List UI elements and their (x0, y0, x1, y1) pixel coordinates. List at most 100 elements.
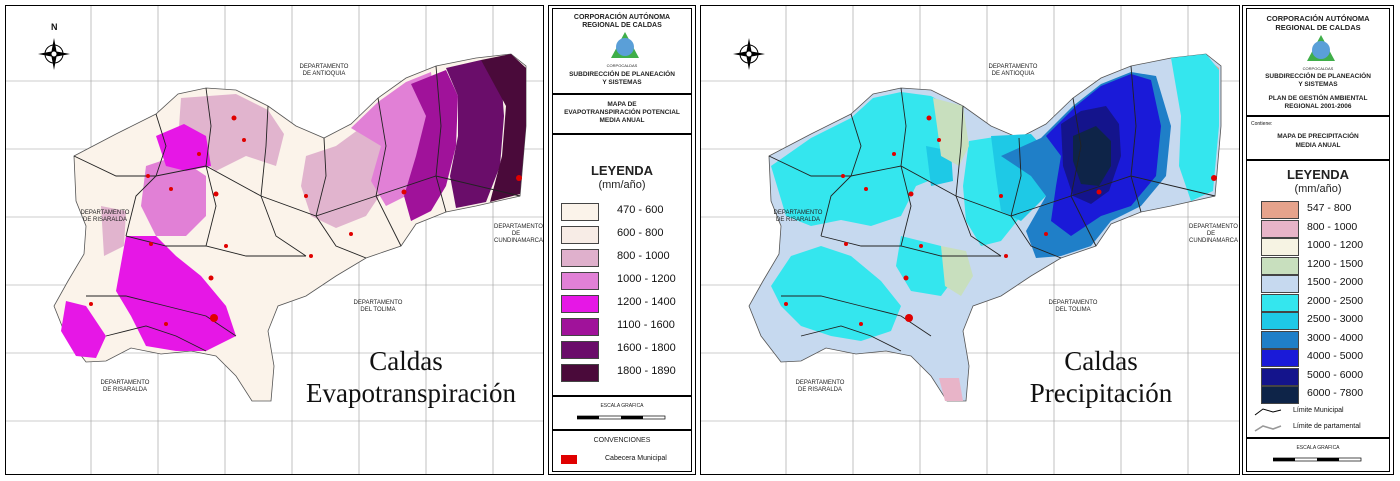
legend-item: 1200 - 1500 (1247, 256, 1389, 277)
legend-swatch (1261, 330, 1299, 349)
legend-label: 800 - 1000 (1307, 220, 1358, 233)
map-title-c: MEDIA ANUAL (599, 117, 645, 124)
legend-item: 1600 - 1800 (553, 341, 691, 361)
org-line2: REGIONAL DE CALDAS (1275, 23, 1361, 32)
legend-item: 2500 - 3000 (1247, 312, 1389, 332)
sub-line1: SUBDIRECCIÓN DE PLANEACIÓN (569, 71, 675, 78)
sub-line1: SUBDIRECCIÓN DE PLANEACIÓN (1265, 73, 1371, 80)
municipal-boundaries (768, 65, 1216, 352)
legend-title: LEYENDA (1286, 167, 1350, 182)
legend-label: 1600 - 1800 (617, 342, 676, 354)
legend-item: 5000 - 6000 (1247, 367, 1389, 388)
north-label: N (51, 22, 58, 32)
legend-item: 547 - 800 (1247, 201, 1389, 221)
map-title-line2: Evapotranspiración (306, 378, 516, 408)
title-box: Contiene: MAPA DE PRECIPITACIÓN MEDIA AN… (1246, 116, 1390, 160)
department-limit-line-icon (1254, 425, 1282, 432)
zone-800-1000 (101, 94, 401, 256)
evapotranspiration-map: N DEPARTAMENTO DE ANTIOQUIA DEPARTAMENTO… (5, 5, 544, 475)
zone-1200-1500 (933, 98, 973, 296)
legend-swatch (561, 364, 599, 382)
legend-item: 800 - 1000 (553, 249, 691, 269)
legend-item: 1000 - 1200 (553, 272, 691, 292)
legend-swatch (1261, 219, 1299, 238)
legend-swatch (1261, 256, 1299, 275)
legend-label: 2500 - 3000 (1307, 313, 1364, 325)
zone-6000-7800 (1073, 126, 1111, 186)
zone-1200-1400 (61, 124, 236, 358)
sub-line2: Y SISTEMAS (602, 79, 642, 86)
map-title-line1: Caldas (369, 346, 443, 376)
plan-line2: REGIONAL 2001-2006 (1284, 103, 1352, 110)
legend-label: 800 - 1000 (617, 250, 670, 262)
title-box: MAPA DE EVAPOTRANSPIRACIÓN POTENCIAL MED… (552, 94, 692, 134)
conventions-title: CONVENCIONES (593, 437, 651, 444)
header-box: CORPORACIÓN AUTÓNOMA REGIONAL DE CALDAS … (1246, 8, 1390, 116)
scale-title: ESCALA GRAFICA (1296, 445, 1340, 451)
legend-swatch (561, 226, 599, 244)
legend-label: 1000 - 1200 (1307, 239, 1364, 251)
zone-1400-1600 (404, 70, 458, 221)
dept-risaralda-south: DEPARTAMENTO DE RISARALDA (100, 380, 150, 393)
evapotranspiration-map-canvas (6, 6, 543, 474)
zone-1800-1890 (481, 54, 526, 202)
legend-swatch (1261, 349, 1299, 367)
legend-swatch (561, 272, 599, 290)
legend-item: 2000 - 2500 (1247, 293, 1389, 314)
map-title-line2: Precipitación (1029, 378, 1173, 408)
municipal-boundaries (73, 65, 521, 352)
legend-label: 600 - 800 (617, 227, 664, 239)
header-box: CORPORACIÓN AUTÓNOMA REGIONAL DE CALDAS … (552, 8, 692, 94)
department-limit-label: Límite de partamental (1293, 423, 1361, 430)
zone-1000-1200 (141, 72, 436, 236)
legend-unit: (mm/año) (598, 179, 646, 191)
conventions-item: Cabecera Municipal (605, 455, 667, 462)
legend-label: 1000 - 1200 (617, 273, 676, 285)
dept-risaralda-south: DEPARTAMENTO DE RISARALDA (795, 380, 845, 393)
legend-swatch (1261, 312, 1299, 330)
map-title-a: MAPA DE PRECIPITACIÓN (1277, 133, 1359, 140)
legend-label: 2000 - 2500 (1307, 294, 1364, 307)
conventions-box: CONVENCIONES Cabecera Municipal (552, 430, 692, 472)
legend-label: 5000 - 6000 (1307, 368, 1364, 381)
dept-tolima: DEPARTAMENTO DEL TOLIMA (353, 300, 403, 313)
legend-swatch (561, 341, 599, 359)
compass-rose-icon (38, 38, 70, 70)
org-line1: CORPORACIÓN AUTÓNOMA (1266, 14, 1370, 23)
plan-line1: PLAN DE GESTIÓN AMBIENTAL (1268, 95, 1368, 102)
scale-box: ESCALA GRAFICA (552, 396, 692, 430)
org-line1: CORPORACIÓN AUTÓNOMA (573, 14, 671, 21)
legend-item: 1100 - 1600 (553, 318, 691, 338)
legend-label: 1200 - 1400 (617, 296, 676, 308)
legend-swatch (561, 203, 599, 221)
logo-text: CORPOCALDAS (606, 63, 638, 68)
dept-risaralda-north: DEPARTAMENTO DE RISARALDA (80, 210, 130, 223)
municipal-head-swatch (561, 455, 577, 464)
org-line2: REGIONAL DE CALDAS (582, 22, 662, 29)
legend-item: 4000 - 5000 (1247, 349, 1389, 369)
legend-swatch (1261, 367, 1299, 386)
zone-800-1000 (939, 378, 963, 401)
legend-label: 470 - 600 (617, 204, 664, 216)
legend-label: 547 - 800 (1307, 202, 1352, 214)
legend-swatch (561, 249, 599, 267)
precipitation-map: DEPARTAMENTO DE ANTIOQUIA DEPARTAMENTO D… (700, 5, 1240, 475)
legend-label: 4000 - 5000 (1307, 350, 1364, 362)
dept-cundinamarca: DEPARTAMENTO DE CUNDINAMARCA (1189, 224, 1239, 244)
scale-bar (577, 415, 666, 420)
zone-2000-2500-east (1171, 54, 1219, 201)
legend-item: 6000 - 7800 (1247, 386, 1389, 406)
municipal-limit-line-icon (1254, 408, 1282, 416)
legend-item: 800 - 1000 (1247, 219, 1389, 240)
legend-item: 1800 - 1890 (553, 364, 691, 384)
sub-line2: Y SISTEMAS (1298, 81, 1338, 88)
map-title-b: EVAPOTRANSPIRACIÓN POTENCIAL (564, 109, 680, 116)
legend-swatch (561, 318, 599, 336)
precipitation-legend-panel: CORPORACIÓN AUTÓNOMA REGIONAL DE CALDAS … (1242, 5, 1394, 475)
legend-swatch (561, 295, 599, 313)
map-title-a: MAPA DE (607, 101, 637, 108)
zone-2000-2500 (771, 92, 1031, 341)
legend-label: 1800 - 1890 (617, 365, 676, 377)
scale-bar (1273, 457, 1362, 462)
corpocaldas-logo-icon (611, 32, 639, 58)
